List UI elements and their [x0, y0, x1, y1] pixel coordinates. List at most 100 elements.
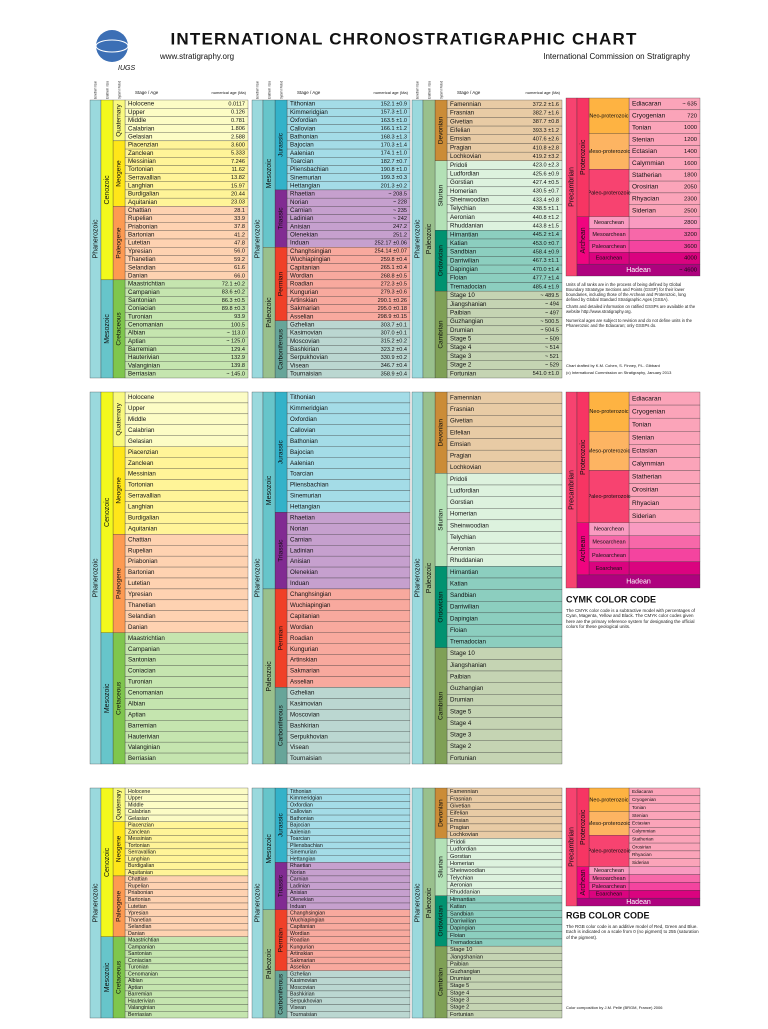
stage-name: Paibian [450, 673, 471, 680]
stage-name: Guzhangian [450, 685, 484, 692]
stage-name: Tithonian [290, 101, 316, 108]
stage-age: 61.6 [234, 265, 245, 271]
stage-name: Floian [450, 275, 467, 282]
period-label: Triassic [278, 207, 285, 230]
stage-name: Berriasian [128, 371, 156, 378]
stage-name: Maastrichtian [128, 938, 159, 944]
stage-name: Artinskian [290, 657, 318, 664]
stage-name: Cenomanian [128, 690, 164, 697]
stage-name: Burdigalian [128, 514, 160, 521]
stage-name: Toarcian [290, 836, 310, 842]
period-label: Cretaceous [116, 681, 123, 715]
stage-name: Tithonian [290, 394, 316, 401]
stage-name: Fortunian [450, 370, 477, 377]
stage-name: Aquitanian [128, 525, 158, 532]
column-header: System / Period [439, 81, 444, 99]
stage-name: Sakmarian [290, 668, 320, 675]
stage-name: Bashkirian [290, 722, 319, 729]
stage-name: Stage 10 [450, 650, 475, 657]
stage-name: Hirnantian [450, 231, 479, 238]
stage-name: Famennian [450, 101, 482, 108]
period-name: Stenian [632, 813, 648, 818]
stage-name: Paibian [450, 309, 471, 316]
stage-age: 254.14 ±0.07 [374, 249, 407, 255]
stage-age: 315.2 ±0.2 [381, 339, 407, 345]
stage-name: Bartonian [128, 569, 155, 576]
stage-name: Katian [450, 240, 468, 247]
stage-name: Moscovian [290, 338, 320, 345]
stage-name: Wuchiapingian [290, 256, 331, 263]
eon-label: Phanerozoic [254, 219, 261, 258]
stage-name: Carnian [290, 877, 309, 883]
period-name: Orosirian [632, 487, 659, 494]
eon-label: Proterozoic [580, 439, 587, 475]
period-name: Statherian [632, 172, 662, 179]
stage-name: Stage 3 [450, 353, 472, 360]
stage-name: Homerian [450, 188, 477, 195]
stage-age: 28.1 [234, 208, 245, 214]
stage-name: Sandbian [450, 592, 477, 599]
stage-age: 15.97 [231, 183, 245, 189]
eon-label: Archean [580, 536, 587, 562]
stage-name: Bajocian [290, 142, 314, 149]
stage-age: 47.8 [234, 241, 245, 247]
stage-name: Serravallian [128, 850, 156, 856]
stage-age: ~ 235 [393, 208, 407, 214]
period-label: Permian [278, 271, 285, 296]
stage-name: Induan [290, 580, 309, 587]
period-label: Ordovician [438, 245, 445, 276]
eon-label: Phanerozoic [92, 558, 99, 597]
stage-name: Carnian [290, 207, 312, 214]
period-label: Quaternary [116, 402, 123, 435]
period-cell [628, 874, 701, 883]
stage-name: Wordian [290, 272, 313, 279]
stage-age: 407.6 ±2.6 [533, 137, 559, 143]
stage-name: Holocene [128, 789, 150, 795]
stage-age: ~ 504.5 [540, 328, 559, 334]
stage-name: Selandian [128, 264, 156, 271]
stage-name: Dapingian [450, 926, 475, 932]
stage-age: 2.588 [231, 134, 245, 140]
period-name: Siderian [632, 513, 656, 520]
period-name: Calymmian [632, 160, 665, 167]
stage-name: Capitanian [290, 924, 315, 930]
credit: Color composition by J.M. Pellé (BRGM, F… [566, 1005, 663, 1010]
stage-name: Campanian [128, 646, 160, 653]
stage-age: ~ 529 [545, 362, 559, 368]
era-name: Mesoarchean [592, 232, 625, 238]
stage-age: ~ 242 [393, 216, 407, 222]
boundary-age: 2500 [684, 208, 698, 214]
eon-label: Phanerozoic [92, 219, 99, 258]
precambrian-label: Precambrian [568, 827, 575, 867]
stage-name: Bajocian [290, 823, 310, 829]
stage-age: 303.7 ±0.1 [381, 322, 407, 328]
stage-name: Famennian [450, 394, 482, 401]
stage-name: Barremian [128, 992, 152, 998]
stage-age: 139.8 [231, 363, 245, 369]
stage-name: Bashkirian [290, 346, 319, 353]
stage-name: Bajocian [290, 449, 314, 456]
period-name: Siderian [632, 207, 656, 214]
stage-name: Jiangshanian [450, 301, 487, 308]
stage-name: Albian [128, 978, 143, 984]
eon-label: Archean [580, 227, 587, 253]
period-name: Tonian [632, 124, 652, 131]
period-label: Silurian [438, 509, 445, 531]
eon-label: Phanerozoic [414, 219, 421, 258]
stage-age: 453.0 ±0.7 [533, 241, 559, 247]
stage-name: Stage 10 [450, 947, 472, 953]
boundary-age: 1000 [684, 125, 698, 131]
stage-name: Holocene [128, 101, 155, 108]
column-header: Stage / Age [135, 90, 159, 95]
column-header: numerical age (Ma) [526, 90, 561, 95]
stage-name: Aeronian [450, 546, 475, 553]
period-name: Tonian [632, 421, 652, 428]
stage-name: Priabonian [128, 558, 158, 565]
era-cell [100, 279, 114, 379]
stage-name: Jiangshanian [450, 662, 487, 669]
stage-name: Kasimovian [290, 330, 323, 337]
stage-age: ~ 500.5 [540, 319, 559, 325]
stage-name: Floian [450, 627, 467, 634]
stage-age: 247.2 [393, 224, 407, 230]
